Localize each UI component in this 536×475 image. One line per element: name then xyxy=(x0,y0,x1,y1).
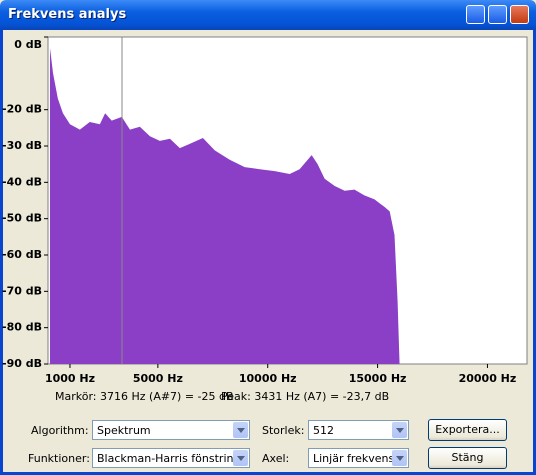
y-tick-label: -50 dB xyxy=(2,212,42,225)
axis-label: Axel: xyxy=(262,452,290,465)
close-dialog-button[interactable]: Stäng xyxy=(428,447,507,469)
size-label: Storlek: xyxy=(262,424,305,437)
y-tick-label: -80 dB xyxy=(2,321,42,334)
x-tick-label: 1000 Hz xyxy=(45,372,95,385)
algorithm-label: Algorithm: xyxy=(31,424,89,437)
window-frame xyxy=(0,30,536,475)
dropdown-arrow xyxy=(392,422,407,438)
minimize-button[interactable] xyxy=(466,5,485,24)
algorithm-value: Spektrum xyxy=(97,424,151,437)
y-tick-label: -90 dB xyxy=(2,357,42,370)
function-select[interactable]: Blackman-Harris fönstring xyxy=(92,448,250,468)
function-label: Funktioner: xyxy=(28,452,90,465)
close-button[interactable] xyxy=(510,5,529,24)
marker-status: Markör: 3716 Hz (A#7) = -25 dB xyxy=(55,390,234,403)
chart: Markör: 3716 Hz (A#7) = -25 dB Peak: 343… xyxy=(2,36,528,403)
maximize-button[interactable] xyxy=(488,5,507,24)
y-tick-label: -70 dB xyxy=(2,284,42,297)
axis-value: Linjär frekvens xyxy=(313,452,395,465)
x-tick-label: 10000 Hz xyxy=(239,372,297,385)
y-tick-label: -60 dB xyxy=(2,248,42,261)
title-bar: Frekvens analys xyxy=(0,0,536,30)
axis-select[interactable]: Linjär frekvens xyxy=(308,448,409,468)
function-value: Blackman-Harris fönstring xyxy=(97,452,241,465)
peak-status: Peak: 3431 Hz (A7) = -23,7 dB xyxy=(221,390,389,403)
y-tick-label: 0 dB xyxy=(14,38,42,51)
spectrum-area xyxy=(49,47,400,365)
y-tick-label: -30 dB xyxy=(2,139,42,152)
size-value: 512 xyxy=(313,424,334,437)
window-title: Frekvens analys xyxy=(8,7,127,22)
dropdown-arrow xyxy=(392,450,407,466)
algorithm-select[interactable]: Spektrum xyxy=(92,420,250,440)
y-tick-label: -20 dB xyxy=(2,103,42,116)
dropdown-arrow xyxy=(233,450,248,466)
x-tick-label: 5000 Hz xyxy=(133,372,183,385)
x-tick-label: 15000 Hz xyxy=(349,372,407,385)
size-select[interactable]: 512 xyxy=(308,420,409,440)
x-tick-label: 20000 Hz xyxy=(459,372,517,385)
dropdown-arrow xyxy=(233,422,248,438)
y-tick-label: -40 dB xyxy=(2,175,42,188)
export-button[interactable]: Exportera... xyxy=(428,419,507,441)
